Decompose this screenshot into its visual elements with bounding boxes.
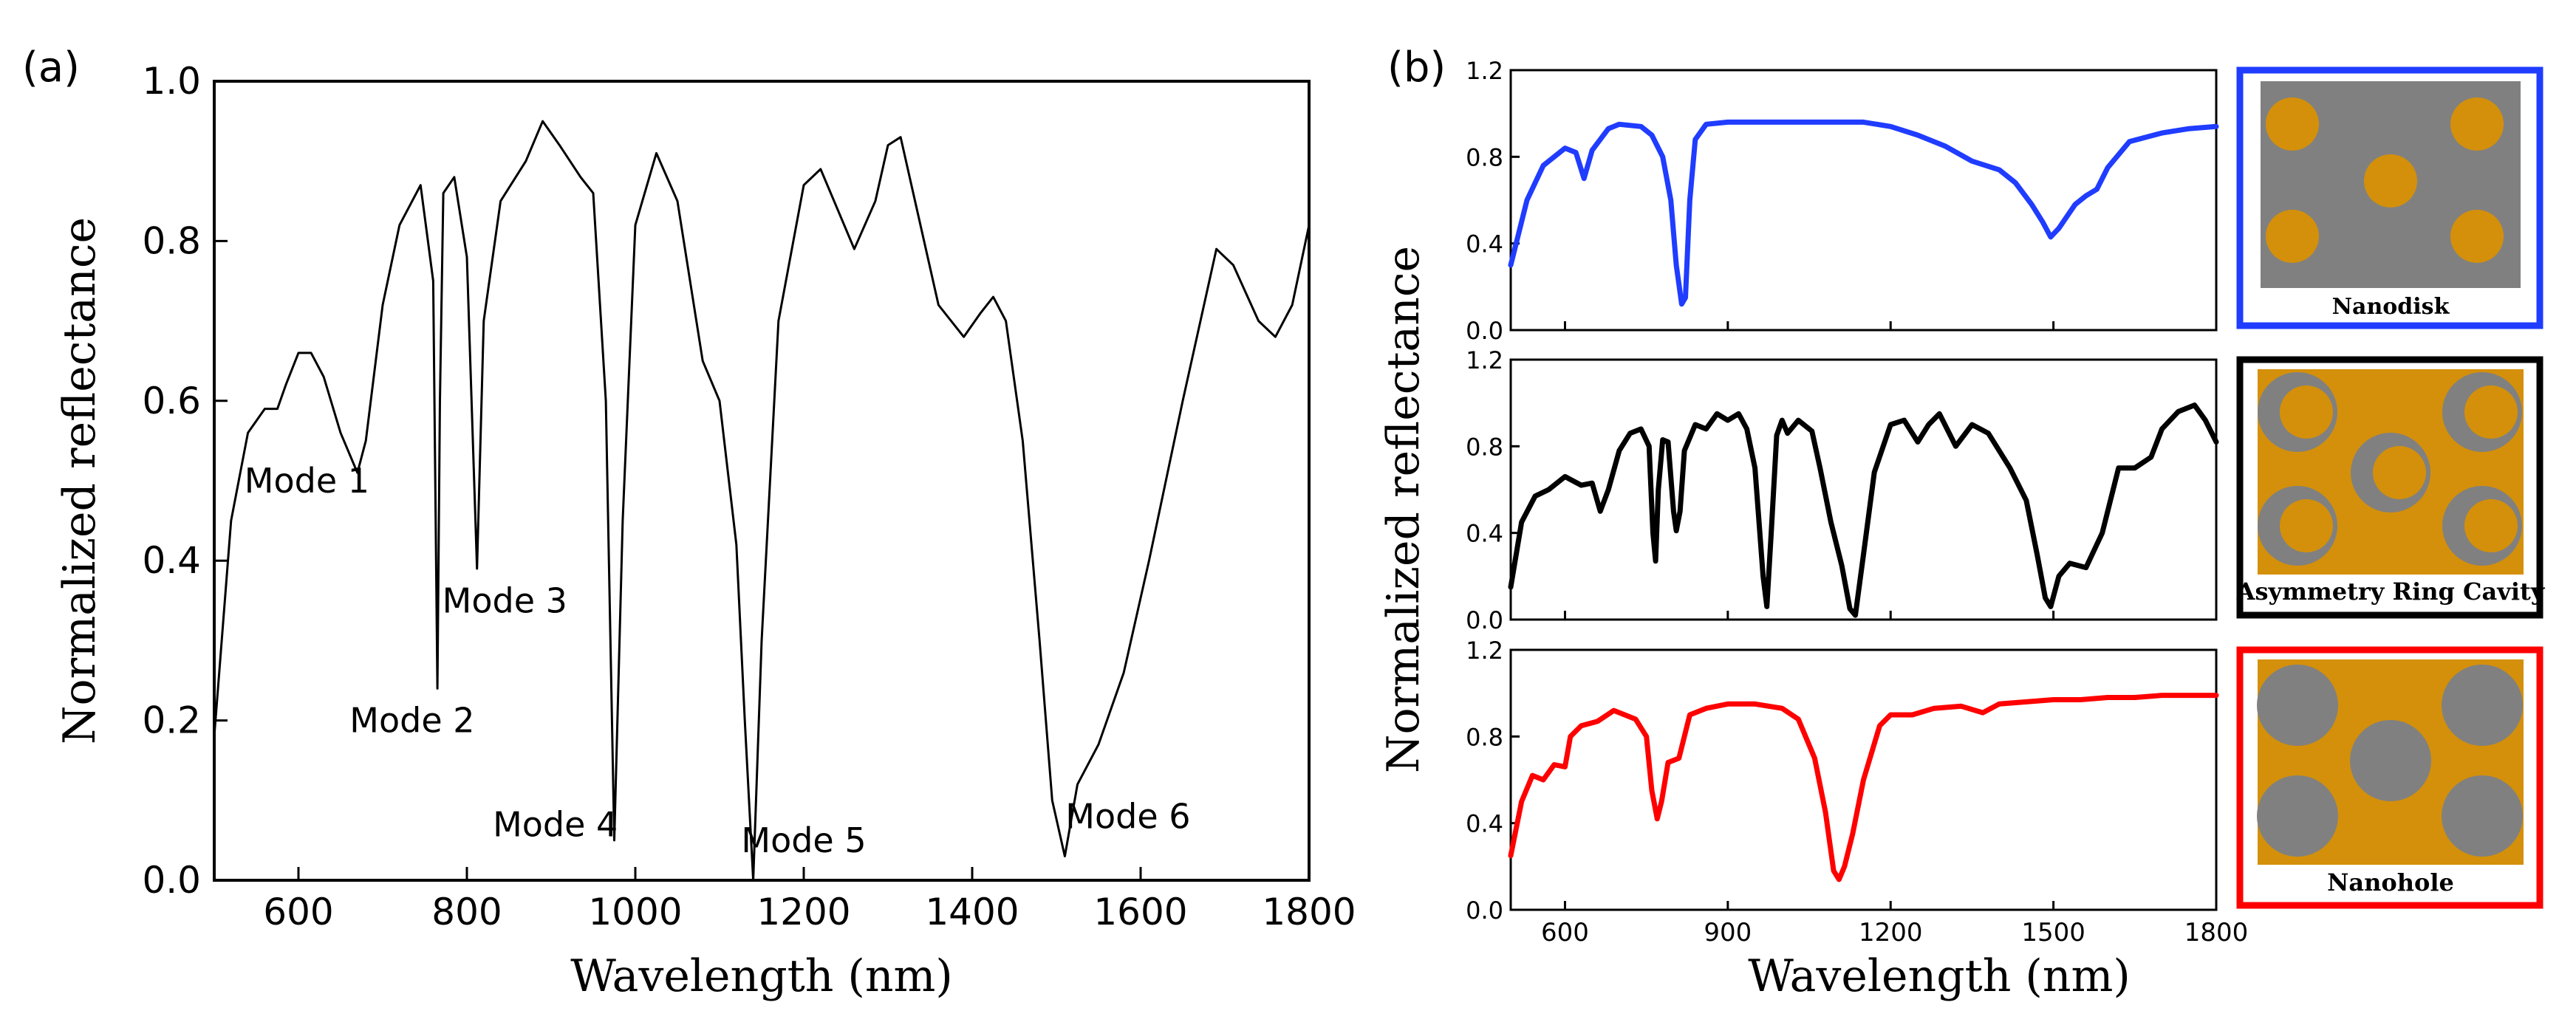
subplot-ytick-label: 0.4 — [1466, 810, 1503, 838]
subplot-ytick-label: 1.2 — [1466, 637, 1503, 665]
subplot-ytick-label: 0.0 — [1466, 897, 1503, 925]
subplot-ytick-label: 1.2 — [1466, 346, 1503, 374]
panel-b-xtick-label: 600 — [1541, 918, 1589, 947]
panel-a-ytick-label: 0.0 — [142, 859, 201, 902]
ring-cavity-core — [2280, 499, 2333, 552]
nanodisk-disk — [2266, 97, 2319, 151]
panel-b-xtick-label: 1800 — [2184, 918, 2249, 947]
panel-a-xtick-label: 1400 — [925, 891, 1019, 933]
nanohole-hole — [2257, 665, 2338, 746]
mode-annotation: Mode 6 — [1065, 796, 1190, 836]
panel-b: (b) 0.00.40.81.20.00.40.81.20.00.40.81.2… — [1378, 44, 2546, 1002]
panel-a-ytick-label: 0.6 — [142, 380, 201, 422]
panel-b-xtick-label: 1200 — [1859, 918, 1923, 947]
mode-annotation: Mode 2 — [349, 701, 474, 741]
subplot-nanodisk: 0.0 0.4 0.8 1.2 — [1466, 57, 2219, 345]
panel-a-ylabel: Normalized reflectance — [54, 217, 106, 744]
subplot-ytick-label: 0.8 — [1466, 433, 1503, 461]
mode-annotation: Mode 1 — [245, 461, 369, 501]
schematic-nanodisk: Nanodisk — [2236, 66, 2543, 329]
panel-a-ytick-label: 0.4 — [142, 539, 201, 582]
panel-b-label: (b) — [1387, 44, 1446, 92]
subplot-nanohole: 0.0 0.4 0.8 1.2 600 900 1200 1500 1800 — [1466, 637, 2248, 947]
panel-b-ylabel: Normalized reflectance — [1378, 246, 1429, 773]
panel-a-xtick-label: 1800 — [1262, 891, 1356, 933]
subplot-frame — [1509, 69, 2218, 332]
subplot-frame — [1509, 358, 2218, 621]
panel-b-xlabel: Wavelength (nm) — [1748, 950, 2131, 1002]
ring-cavity-core — [2373, 446, 2426, 499]
panel-a-series-line — [213, 120, 1311, 882]
nanohole-label: Nanohole — [2327, 868, 2454, 897]
subplot-series-line — [1508, 402, 2219, 618]
ring-cavity-core — [2464, 385, 2518, 439]
nanodisk-disk — [2450, 97, 2504, 151]
panel-a: (a) 600 800 1000 1200 1400 1600 1800 0.0 0.2 0.4 0… — [22, 44, 1356, 1002]
panel-a-xtick-label: 1000 — [588, 891, 682, 933]
mode-annotation: Mode 3 — [443, 580, 567, 620]
subplot-series-line — [1508, 693, 2219, 882]
panel-b-xtick-label: 1500 — [2021, 918, 2085, 947]
mode-annotation: Mode 4 — [493, 804, 618, 844]
panel-a-ytick-label: 0.8 — [142, 219, 201, 262]
ring-cavity-core — [2464, 499, 2518, 552]
subplot-series-line — [1508, 119, 2219, 307]
subplot-ytick-label: 1.2 — [1466, 57, 1503, 85]
panel-a-ticks: 600 800 1000 1200 1400 1600 1800 0.0 0.2 0.4 0.6 0.… — [142, 60, 1356, 933]
mode-annotation: Mode 5 — [741, 820, 866, 860]
nanodisk-disk — [2266, 210, 2319, 263]
nanodisk-disk — [2450, 210, 2504, 263]
subplot-ytick-label: 0.0 — [1466, 317, 1503, 345]
panel-a-ytick-label: 1.0 — [142, 60, 201, 103]
schematic-nanohole: Nanohole — [2236, 646, 2543, 909]
ring-cavity-label: Asymmetry Ring Cavity — [2236, 577, 2546, 606]
nanodisk-label: Nanodisk — [2332, 294, 2450, 320]
subplot-ytick-label: 0.0 — [1466, 606, 1503, 634]
panel-a-xlabel: Wavelength (nm) — [570, 950, 953, 1002]
nanohole-hole — [2442, 665, 2523, 746]
subplot-frame — [1509, 648, 2218, 911]
subplot-ytick-label: 0.4 — [1466, 230, 1503, 258]
panel-a-label: (a) — [22, 44, 80, 92]
panel-a-xtick-label: 600 — [263, 891, 333, 933]
ring-cavity-core — [2280, 385, 2333, 439]
nanohole-hole — [2350, 720, 2431, 801]
subplot-ytick-label: 0.8 — [1466, 143, 1503, 171]
panel-a-ytick-label: 0.2 — [142, 699, 201, 742]
nanohole-hole — [2442, 775, 2523, 857]
nanodisk-disk — [2364, 154, 2417, 208]
subplot-asymmetry-ring-cavity: 0.0 0.4 0.8 1.2 — [1466, 346, 2219, 634]
panel-a-plot: Mode 1 Mode 2 Mode 3 Mode 4 Mode 5 Mode 6 — [213, 120, 1311, 882]
schematic-ring-cavity: Asymmetry Ring Cavity — [2236, 356, 2546, 619]
panel-a-frame — [213, 80, 1311, 882]
panel-a-xtick-label: 800 — [431, 891, 502, 933]
panel-a-xtick-label: 1600 — [1093, 891, 1187, 933]
panel-a-xtick-label: 1200 — [756, 891, 850, 933]
panel-b-xtick-label: 900 — [1704, 918, 1752, 947]
subplot-ytick-label: 0.4 — [1466, 520, 1503, 548]
subplot-ytick-label: 0.8 — [1466, 723, 1503, 751]
nanohole-hole — [2257, 775, 2338, 857]
